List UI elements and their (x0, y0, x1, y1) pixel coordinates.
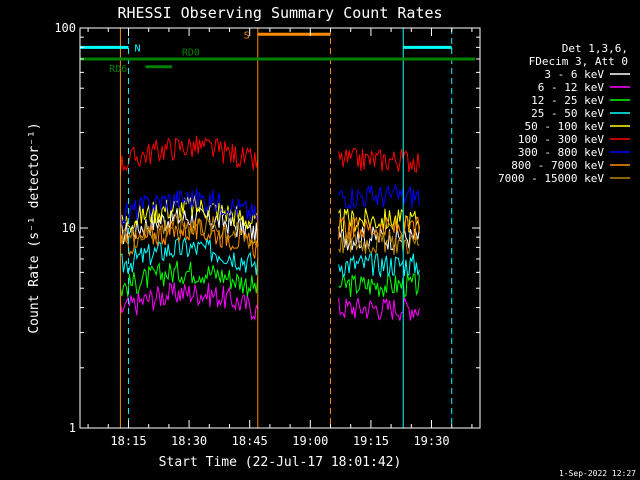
series-trace-segment-1 (119, 260, 259, 297)
legend-header-line-1: Det 1,3,6, (562, 42, 628, 55)
rd6-label: RD6 (109, 64, 127, 75)
chart-title: RHESSI Observing Summary Count Rates (117, 4, 442, 22)
legend-entry-label: 6 - 12 keV (538, 81, 605, 94)
rd0-label: RD0 (182, 48, 200, 59)
series-trace-segment-2 (338, 297, 420, 321)
series-trace-segment-2 (338, 230, 420, 256)
x-tick-label: 19:00 (292, 434, 328, 448)
series-trace-segment-2 (338, 183, 420, 209)
plot-frame (79, 27, 481, 429)
series-trace-segment-1 (119, 282, 259, 321)
series-50-100-kev (119, 195, 420, 233)
footer-date: 1-Sep-2022 12:27 (559, 469, 636, 478)
legend-entry-label: 12 - 25 keV (531, 94, 604, 107)
series-trace-segment-1 (119, 213, 259, 249)
series-trace-segment-1 (120, 236, 259, 276)
series-100-300-kev (119, 135, 420, 176)
x-axis-ticks: 18:15 18:30 18:45 19:00 19:15 19:30 (87, 28, 473, 448)
y-tick-label: 1 (69, 421, 76, 435)
night-label: N (134, 43, 140, 54)
x-tick-label: 19:15 (353, 434, 389, 448)
series-12-25-kev (119, 260, 420, 298)
legend-entry-label: 300 - 800 keV (518, 146, 604, 159)
legend-entry-label: 7000 - 15000 keV (498, 172, 604, 185)
series-trace-segment-1 (119, 135, 259, 176)
x-tick-label: 19:30 (413, 434, 449, 448)
series-trace-segment-2 (338, 253, 420, 278)
legend-header-line-2: FDecim 3, Att 0 (529, 55, 628, 68)
series-7000-15000-kev (119, 213, 420, 256)
series-6-12-kev (119, 282, 420, 321)
plot-layers: N S RD6 RD0 (79, 28, 476, 428)
legend-entry-label: 3 - 6 keV (544, 68, 604, 81)
series-800-7000-kev (119, 216, 420, 259)
series-300-800-kev (119, 183, 420, 226)
series-trace-segment-2 (338, 147, 420, 174)
series-trace-segment-2 (338, 216, 420, 241)
y-tick-label: 100 (54, 21, 76, 35)
legend-entry-label: 50 - 100 keV (525, 120, 605, 133)
legend-entry-label: 100 - 300 keV (518, 133, 604, 146)
series-trace-segment-1 (119, 195, 259, 232)
legend-entry-label: 25 - 50 keV (531, 107, 604, 120)
x-tick-label: 18:30 (171, 434, 207, 448)
series-trace-segment-2 (338, 226, 420, 251)
series-trace-segment-2 (338, 273, 420, 298)
legend-entry-label: 800 - 7000 keV (511, 159, 604, 172)
series-trace-segment-1 (119, 218, 259, 259)
x-tick-label: 18:45 (232, 434, 268, 448)
y-axis-ticks: 1 10 100 (54, 21, 480, 435)
series-trace-segment-2 (338, 208, 420, 233)
x-axis-label: Start Time (22-Jul-17 18:01:42) (159, 455, 402, 470)
y-tick-label: 10 (62, 221, 76, 235)
saa-label: S (244, 30, 250, 41)
series-25-50-kev (120, 236, 420, 278)
series-trace-segment-1 (119, 188, 259, 226)
y-axis-label: Count Rate (s⁻¹ detector⁻¹) (27, 122, 42, 333)
x-tick-label: 18:15 (110, 434, 146, 448)
